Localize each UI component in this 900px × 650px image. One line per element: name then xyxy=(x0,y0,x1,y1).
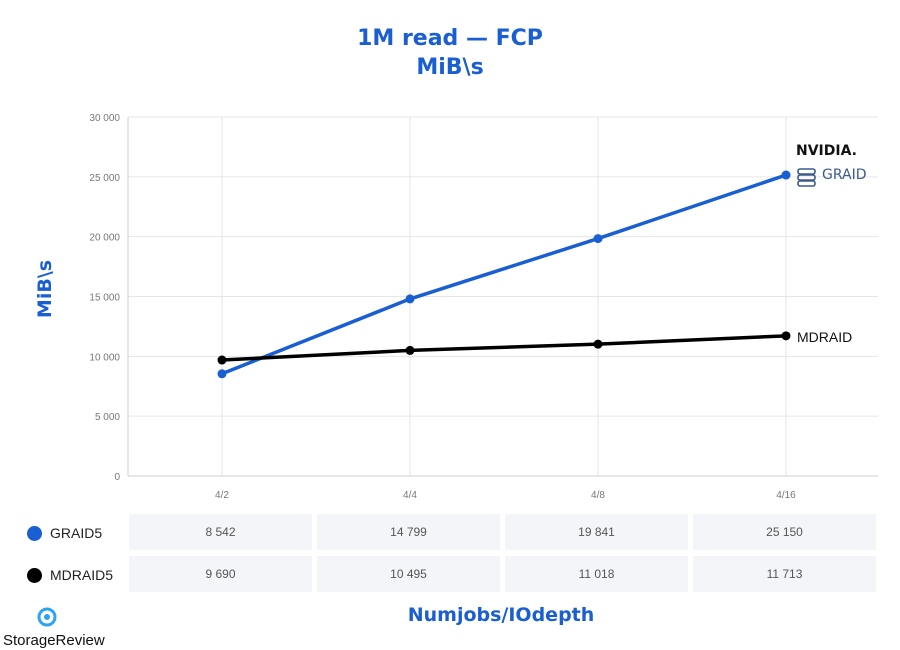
x-tick-label: 4/4 xyxy=(403,490,417,501)
table-row-graid5: GRAID5 8 542 14 799 19 841 25 150 xyxy=(0,512,900,556)
series-line-graid5 xyxy=(221,173,787,376)
chart-subtitle: MiB\s xyxy=(416,55,484,80)
table-cell: 10 495 xyxy=(317,556,500,592)
table-cell: 9 690 xyxy=(129,556,312,592)
mdraid-annotation: MDRAID xyxy=(797,329,853,345)
table-cell: 11 713 xyxy=(693,556,876,592)
nvidia-logo: NVIDIA. xyxy=(796,143,857,159)
storagereview-logo-text: StorageReview xyxy=(3,632,105,649)
table-cell: 11 018 xyxy=(505,556,688,592)
data-point-mdraid5 xyxy=(217,355,227,365)
graid-logo-text: GRAID xyxy=(822,167,867,183)
table-cell: 8 542 xyxy=(129,514,312,550)
storagereview-logo-icon xyxy=(37,607,57,627)
y-tick-label: 25 000 xyxy=(89,173,120,184)
legend-marker-mdraid5 xyxy=(27,568,42,583)
x-tick-label: 4/8 xyxy=(591,490,605,501)
y-tick-label: 20 000 xyxy=(89,233,120,244)
nvidia-logo-text: NVIDIA. xyxy=(796,143,858,159)
series-line-mdraid5 xyxy=(221,334,787,362)
y-tick-label: 30 000 xyxy=(89,113,120,124)
data-point-graid5 xyxy=(217,369,227,379)
data-point-mdraid5 xyxy=(593,339,603,349)
table-cell: 25 150 xyxy=(693,514,876,550)
y-tick-label: 10 000 xyxy=(89,352,120,363)
data-point-mdraid5 xyxy=(405,345,415,355)
legend-marker-graid5 xyxy=(27,526,42,541)
data-point-graid5 xyxy=(405,294,415,304)
y-axis-label: MiB\s xyxy=(34,259,56,319)
data-point-mdraid5 xyxy=(781,331,791,341)
x-tick-label: 4/2 xyxy=(215,490,229,501)
y-tick-label: 15 000 xyxy=(89,293,120,304)
data-point-graid5 xyxy=(781,170,791,180)
x-tick-label: 4/16 xyxy=(776,490,796,501)
graid-stack-icon xyxy=(797,168,816,187)
y-tick-label: 0 xyxy=(114,472,120,483)
legend-label-mdraid5: MDRAID5 xyxy=(50,567,114,583)
table-row-mdraid5: MDRAID5 9 690 10 495 11 018 11 713 xyxy=(0,554,900,598)
legend-label-graid5: GRAID5 xyxy=(50,525,103,541)
chart-title: 1M read — FCP xyxy=(357,26,543,51)
data-point-graid5 xyxy=(593,234,603,244)
table-cell: 14 799 xyxy=(317,514,500,550)
table-cell: 19 841 xyxy=(505,514,688,550)
x-axis-label: Numjobs/IOdepth xyxy=(407,604,595,626)
y-tick-label: 5 000 xyxy=(95,412,120,423)
